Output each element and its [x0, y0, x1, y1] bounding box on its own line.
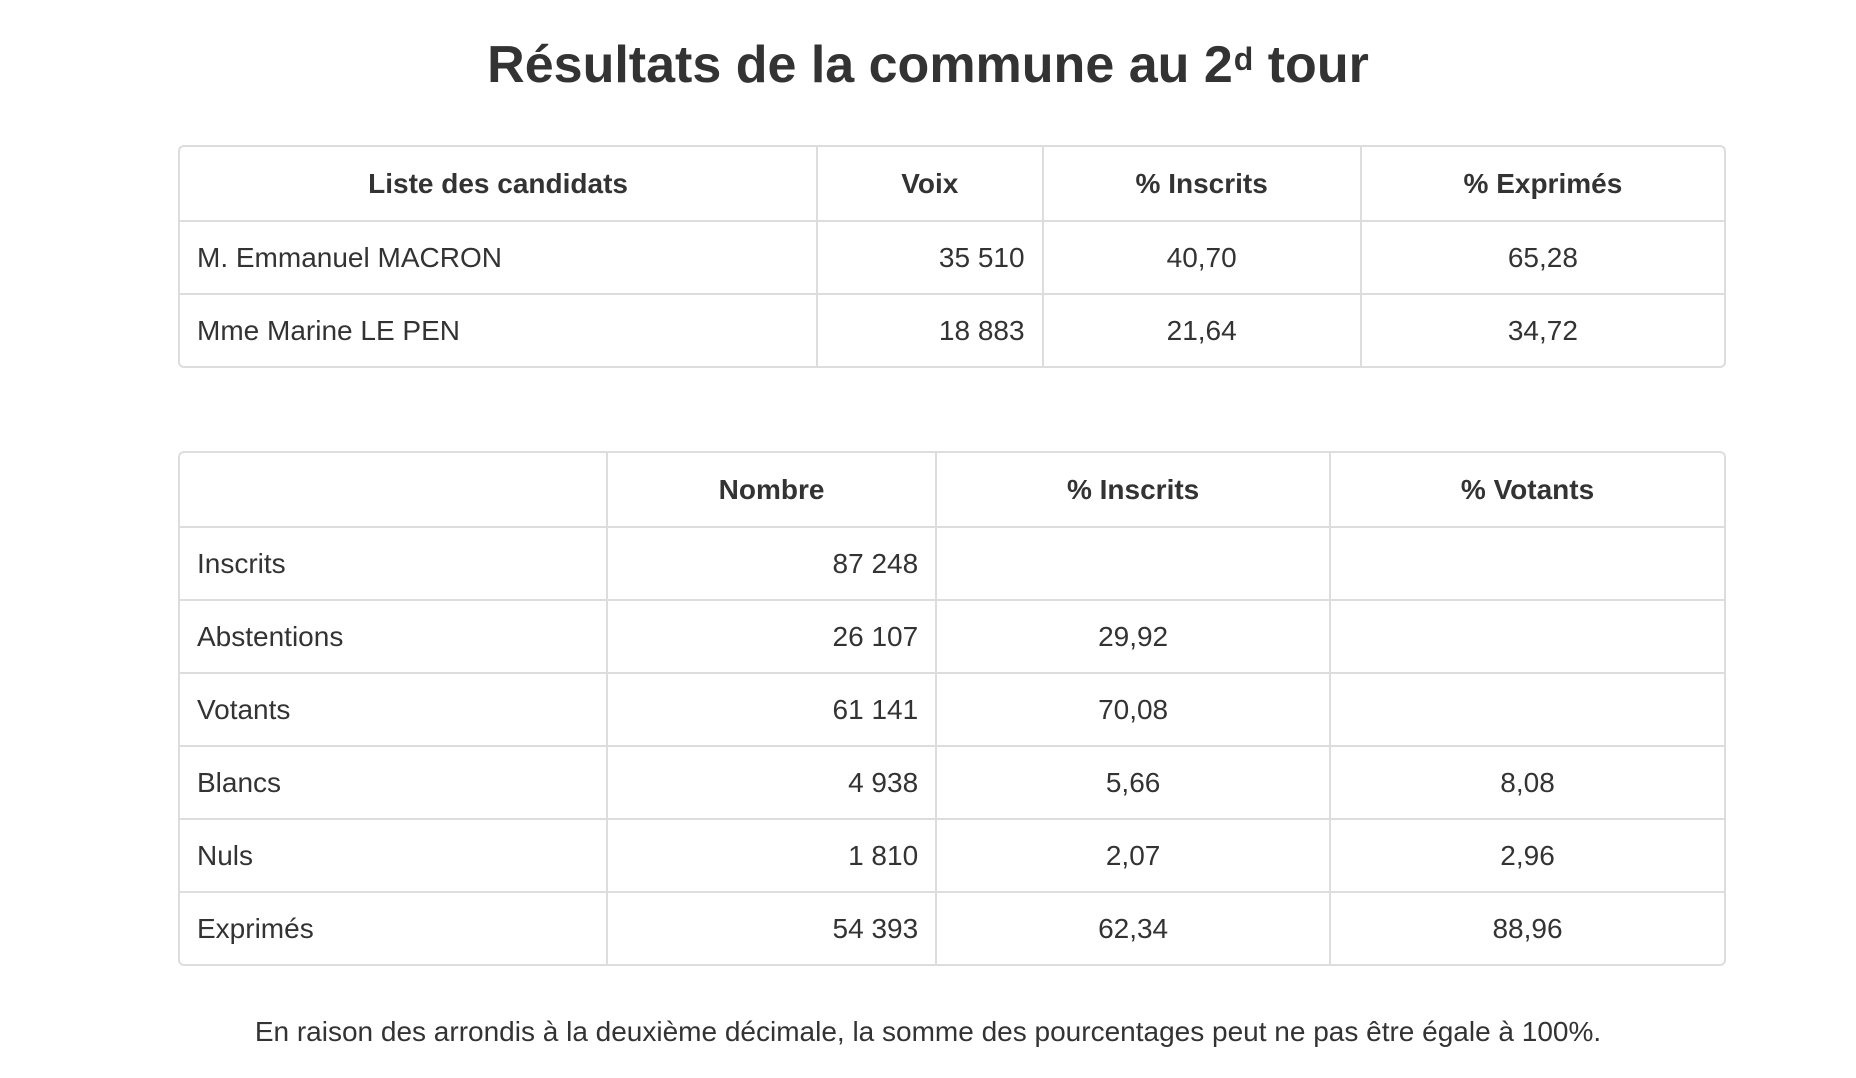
participation-label: Inscrits [180, 526, 606, 599]
participation-row: Exprimés 54 393 62,34 88,96 [180, 891, 1724, 964]
candidate-voix: 18 883 [816, 293, 1042, 366]
candidates-header-row: Liste des candidats Voix % Inscrits % Ex… [180, 147, 1724, 220]
participation-label: Blancs [180, 745, 606, 818]
participation-header-label [180, 453, 606, 526]
participation-row: Abstentions 26 107 29,92 [180, 599, 1724, 672]
page-title-superscript: d [1233, 41, 1254, 77]
candidate-voix: 35 510 [816, 220, 1042, 293]
participation-nombre: 54 393 [605, 891, 936, 964]
participation-header-nombre: Nombre [605, 453, 935, 526]
page-title-suffix: tour [1253, 36, 1369, 94]
participation-votants: 88,96 [1329, 891, 1724, 964]
participation-nombre: 4 938 [605, 745, 936, 818]
candidates-header-name: Liste des candidats [368, 167, 628, 199]
participation-inscrits: 62,34 [935, 891, 1330, 964]
participation-label: Nuls [180, 818, 606, 891]
participation-inscrits: 70,08 [935, 672, 1330, 745]
participation-table: Nombre % Inscrits % Votants Inscrits 87 … [178, 451, 1726, 966]
participation-header-row: Nombre % Inscrits % Votants [180, 453, 1724, 526]
participation-label: Exprimés [180, 891, 606, 964]
candidates-table: Liste des candidats Voix % Inscrits % Ex… [178, 145, 1726, 368]
candidate-name: M. Emmanuel MACRON [180, 220, 817, 293]
participation-votants [1329, 672, 1724, 745]
participation-votants: 8,08 [1329, 745, 1724, 818]
participation-row: Votants 61 141 70,08 [180, 672, 1724, 745]
participation-nombre: 26 107 [605, 599, 936, 672]
page-title-text: Résultats de la commune au 2 [487, 36, 1233, 94]
candidate-exprimes: 34,72 [1359, 293, 1724, 366]
page-title: Résultats de la commune au 2d tour [0, 30, 1856, 100]
participation-inscrits: 5,66 [935, 745, 1330, 818]
participation-inscrits [935, 526, 1330, 599]
candidates-header-inscrits: % Inscrits [1041, 147, 1360, 220]
participation-nombre: 61 141 [605, 672, 936, 745]
participation-votants [1329, 599, 1724, 672]
participation-nombre: 87 248 [605, 526, 936, 599]
candidate-name: Mme Marine LE PEN [180, 293, 817, 366]
footnote: En raison des arrondis à la deuxième déc… [254, 1016, 1602, 1047]
participation-row: Nuls 1 810 2,07 2,96 [180, 818, 1724, 891]
participation-inscrits: 2,07 [935, 818, 1330, 891]
participation-inscrits: 29,92 [935, 599, 1330, 672]
candidates-header-voix: Voix [816, 147, 1041, 220]
participation-votants: 2,96 [1329, 818, 1724, 891]
candidates-header-exprimes: % Exprimés [1359, 147, 1724, 220]
candidate-inscrits: 21,64 [1041, 293, 1360, 366]
participation-header-votants: % Votants [1329, 453, 1724, 526]
candidate-row: M. Emmanuel MACRON 35 510 40,70 65,28 [180, 220, 1724, 293]
participation-row: Inscrits 87 248 [180, 526, 1724, 599]
participation-votants [1329, 526, 1724, 599]
candidate-row: Mme Marine LE PEN 18 883 21,64 34,72 [180, 293, 1724, 366]
participation-nombre: 1 810 [605, 818, 936, 891]
participation-label: Abstentions [180, 599, 606, 672]
participation-row: Blancs 4 938 5,66 8,08 [180, 745, 1724, 818]
candidate-exprimes: 65,28 [1359, 220, 1724, 293]
participation-label: Votants [180, 672, 606, 745]
candidate-inscrits: 40,70 [1041, 220, 1360, 293]
participation-header-inscrits: % Inscrits [935, 453, 1329, 526]
